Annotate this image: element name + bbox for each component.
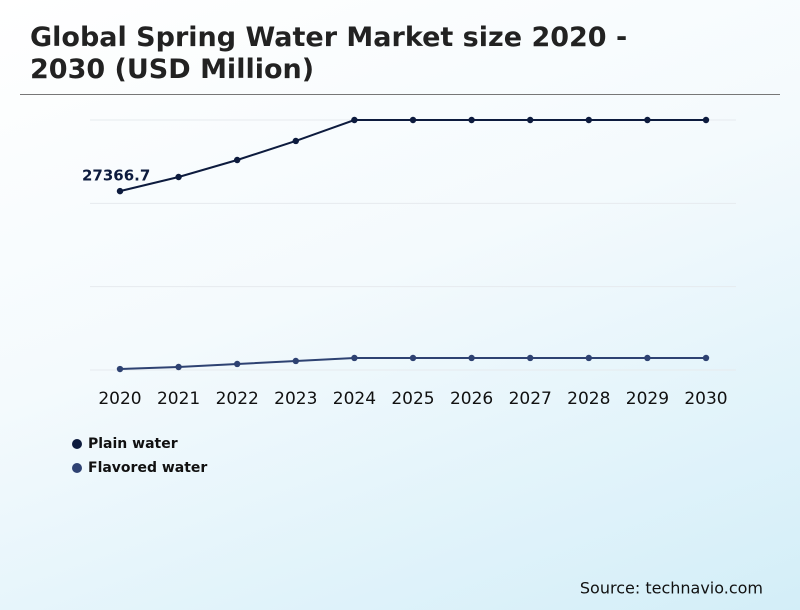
data-point	[585, 354, 592, 362]
data-point	[175, 173, 182, 181]
data-point	[527, 354, 534, 362]
title-rule	[20, 94, 780, 95]
data-point	[292, 357, 299, 365]
data-point	[351, 116, 358, 124]
x-tick-label: 2028	[567, 389, 610, 409]
legend-marker	[72, 463, 82, 473]
x-tick-label: 2026	[450, 389, 493, 409]
data-point	[116, 187, 124, 195]
data-point	[702, 116, 710, 124]
x-tick-label: 2022	[216, 389, 259, 409]
data-point	[234, 156, 241, 164]
data-point	[644, 116, 651, 124]
legend-label: Flavored water	[88, 460, 207, 476]
legend-marker	[72, 439, 82, 449]
x-tick-label: 2027	[509, 389, 552, 409]
data-point	[292, 137, 299, 145]
data-point	[409, 116, 417, 124]
x-tick-label: 2029	[626, 389, 669, 409]
data-point	[234, 360, 241, 368]
x-tick-label: 2021	[157, 389, 200, 409]
data-point	[585, 116, 592, 124]
x-tick-label: 2025	[391, 389, 434, 409]
legend-label: Plain water	[88, 436, 178, 452]
data-point	[409, 354, 417, 362]
series-line	[119, 119, 706, 193]
x-tick-label: 2020	[98, 389, 141, 409]
data-point	[351, 354, 358, 362]
data-point	[644, 354, 651, 362]
data-point	[527, 116, 534, 124]
x-tick-label: 2023	[274, 389, 317, 409]
data-label: 27366.7	[82, 167, 150, 185]
chart-title: Global Spring Water Market size 2020 - 2…	[30, 22, 628, 85]
data-point	[175, 363, 182, 371]
x-tick-label: 2024	[333, 389, 376, 409]
data-point	[468, 116, 475, 124]
data-point	[702, 354, 710, 362]
source: Source: technavio.com	[580, 579, 763, 598]
x-tick-label: 2030	[684, 389, 727, 409]
data-point	[468, 354, 475, 362]
data-point	[116, 365, 124, 373]
